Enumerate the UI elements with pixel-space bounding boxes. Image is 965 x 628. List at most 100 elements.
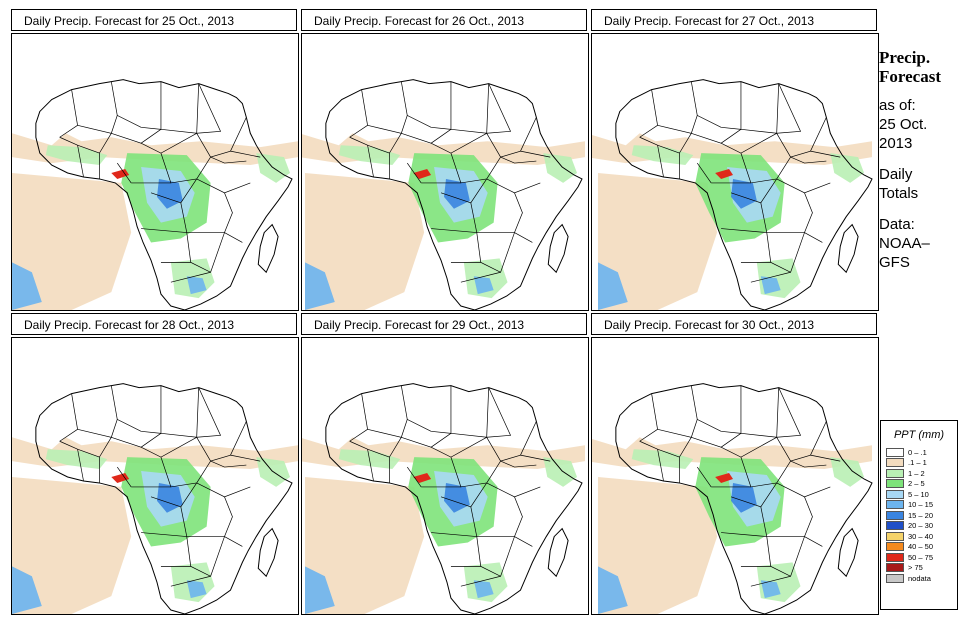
legend-item: 20 – 30 [881, 521, 957, 532]
country-border [776, 421, 827, 462]
madagascar-outline [257, 527, 279, 578]
country-border [790, 460, 827, 468]
country-border [431, 81, 452, 130]
country-border [160, 457, 211, 488]
asof-label: as of: [879, 97, 916, 114]
legend-swatch [886, 500, 904, 510]
country-border [450, 457, 501, 488]
country-border [460, 271, 501, 283]
precip-region [305, 262, 335, 310]
country-border [486, 83, 512, 134]
country-border [476, 536, 515, 577]
heavy-precip-spot [111, 473, 130, 483]
precip-map [11, 33, 299, 311]
precip-region [12, 262, 42, 310]
precip-region [473, 276, 494, 295]
madagascar-outline [547, 223, 569, 274]
africa-map [592, 79, 873, 310]
country-border [730, 178, 777, 204]
legend-item: 0 – .1 [881, 447, 957, 458]
legend-label: 50 – 75 [908, 552, 934, 562]
legend-label: 1 – 2 [908, 468, 925, 478]
totals-line2: Totals [879, 185, 919, 202]
country-border [210, 156, 247, 164]
madagascar-outline [257, 223, 279, 274]
country-border [776, 387, 802, 438]
forecast-panel-5: Daily Precip. Forecast for 29 Oct., 2013 [301, 313, 589, 615]
country-border [401, 433, 452, 448]
precip-region [597, 262, 628, 310]
country-border [721, 532, 767, 537]
precip-region [731, 178, 757, 209]
precip-region [444, 178, 470, 209]
country-border [406, 162, 422, 184]
precip-region [760, 276, 781, 295]
country-border [224, 232, 243, 243]
legend-swatch [886, 521, 904, 531]
legend-swatch [886, 458, 904, 468]
asof-date: 25 Oct. [879, 116, 928, 133]
legend-item: 1 – 2 [881, 468, 957, 479]
precip-region [731, 482, 757, 513]
sidebar-heading-line2: Forecast [879, 67, 941, 86]
country-border [486, 482, 541, 498]
country-border [450, 153, 501, 184]
country-border [431, 228, 477, 233]
africa-map [302, 79, 585, 310]
country-border [639, 89, 658, 138]
legend-item: 30 – 40 [881, 531, 957, 542]
country-border [721, 385, 742, 434]
country-border [367, 449, 374, 482]
country-border [141, 385, 162, 434]
country-border [224, 536, 243, 547]
country-border [639, 393, 658, 442]
country-border [810, 150, 841, 158]
country-border [740, 153, 791, 184]
legend-item: .1 – 1 [881, 458, 957, 469]
precip-region [473, 580, 494, 599]
precip-region [305, 566, 335, 614]
country-border [696, 466, 712, 488]
legend-item: nodata [881, 573, 957, 584]
country-border [141, 532, 187, 537]
country-border [170, 575, 211, 587]
legend-label: 2 – 5 [908, 479, 925, 489]
precip-region [186, 276, 207, 295]
legend-swatch [886, 489, 904, 499]
country-border [141, 81, 162, 130]
precip-region [305, 172, 425, 310]
country-border [486, 117, 537, 158]
panel-title: Daily Precip. Forecast for 30 Oct., 2013 [591, 313, 877, 335]
country-border [349, 393, 368, 442]
coastline [615, 383, 873, 614]
country-border [160, 83, 200, 134]
country-border [776, 482, 831, 498]
country-border [740, 387, 780, 438]
country-border [349, 437, 402, 458]
heavy-precip-spot [715, 473, 734, 483]
panel-title: Daily Precip. Forecast for 29 Oct., 2013 [301, 313, 587, 335]
country-border [460, 575, 501, 587]
precip-region [631, 145, 694, 166]
legend-item: > 75 [881, 563, 957, 574]
country-border [116, 466, 132, 488]
panel-title: Daily Precip. Forecast for 25 Oct., 2013 [11, 9, 297, 31]
country-border [186, 536, 225, 577]
coastline [615, 79, 873, 310]
country-border [77, 419, 118, 438]
country-border [740, 83, 780, 134]
panel-title: Daily Precip. Forecast for 26 Oct., 2013 [301, 9, 587, 31]
country-border [406, 466, 422, 488]
precip-region [305, 476, 425, 614]
legend-swatch [886, 542, 904, 552]
country-border [520, 150, 551, 158]
country-border [59, 393, 78, 442]
precip-region [45, 145, 108, 166]
data-source-line2: GFS [879, 254, 910, 271]
country-border [210, 460, 247, 468]
legend-label: nodata [908, 573, 931, 583]
sidebar-heading-line1: Precip. [879, 48, 931, 67]
country-border [77, 145, 84, 178]
panel-title: Daily Precip. Forecast for 27 Oct., 2013 [591, 9, 877, 31]
